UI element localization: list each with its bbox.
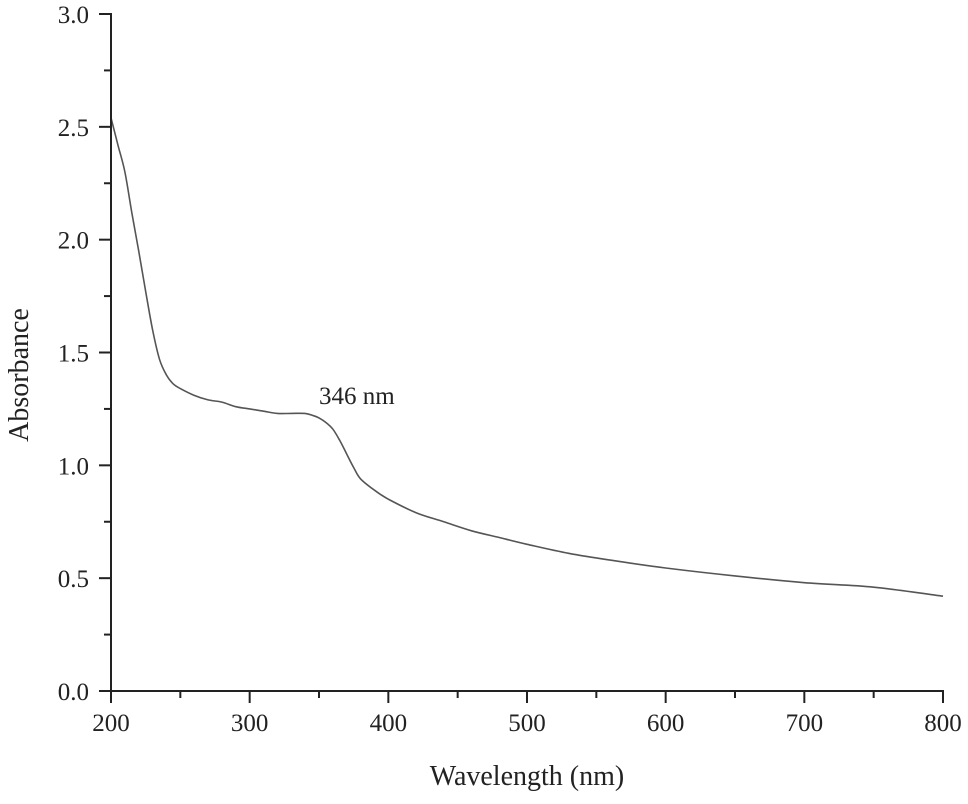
absorbance-series-line [110, 117, 944, 597]
y-tick-label: 1.5 [58, 341, 89, 368]
x-tick-label: 400 [370, 710, 408, 737]
y-tick-label: 0.5 [58, 566, 89, 593]
y-tick-label: 0.0 [58, 679, 89, 706]
x-tick-label: 500 [508, 710, 546, 737]
x-tick-label: 600 [647, 710, 685, 737]
peak-annotation: 346 nm [319, 383, 395, 410]
x-tick-label: 200 [92, 710, 130, 737]
y-tick-label: 2.0 [58, 228, 89, 255]
x-axis-title: Wavelength (nm) [430, 761, 624, 792]
x-tick-label: 300 [231, 710, 269, 737]
x-tick-label: 700 [786, 710, 824, 737]
y-axis-title: Absorbance [4, 308, 35, 442]
x-ticks: 200 300 400 500 600 700 800 [92, 691, 962, 737]
y-ticks: 0.0 0.5 1.0 1.5 2.0 2.5 3.0 [58, 2, 111, 706]
x-tick-label: 800 [924, 710, 962, 737]
y-tick-label: 1.0 [58, 453, 89, 480]
axes: 0.0 0.5 1.0 1.5 2.0 2.5 3.0 200 300 400 500 600 700… [58, 2, 962, 737]
y-tick-label: 2.5 [58, 115, 89, 142]
plot-area [110, 117, 944, 597]
y-tick-label: 3.0 [58, 2, 89, 29]
